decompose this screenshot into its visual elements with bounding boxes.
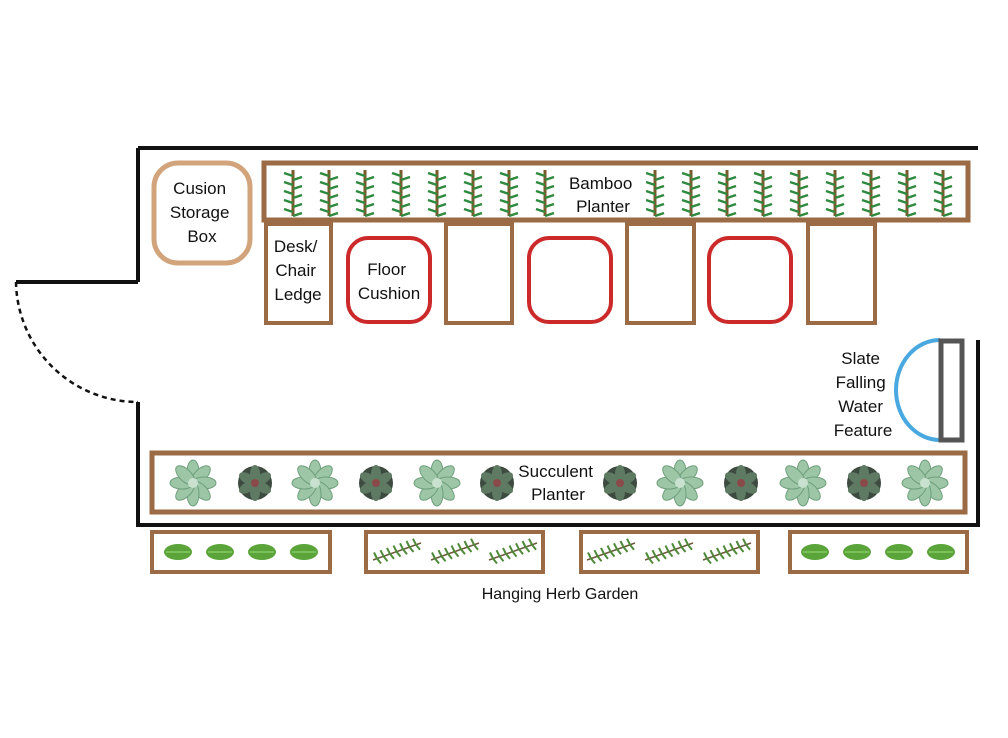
herb-plants [164, 538, 955, 565]
bamboo-icon [825, 170, 845, 218]
cushion-storage-label: Cusion Storage Box [170, 179, 234, 246]
basil-leaf-icon [206, 544, 234, 560]
rosemary-sprig-icon [430, 538, 480, 565]
succulent-icon [291, 459, 339, 507]
herb-box [150, 530, 332, 574]
bamboo-icon [933, 170, 953, 218]
succulent-planter-label: Succulent Planter [518, 462, 597, 504]
bamboo-icon [789, 170, 809, 218]
room-walls [136, 146, 980, 527]
succulent-icon [847, 465, 881, 501]
rosemary-sprig-icon [372, 538, 422, 565]
succulent-icon [359, 465, 393, 501]
floor-cushion [527, 236, 613, 324]
bamboo-icon [645, 170, 665, 218]
door-swing-arc [14, 281, 139, 404]
basil-leaf-icon [885, 544, 913, 560]
rosemary-sprig-icon [586, 538, 636, 565]
floor-cushions [346, 236, 793, 324]
floor-cushion [346, 236, 432, 324]
bamboo-icon [355, 170, 375, 218]
succulent-planter [149, 450, 968, 515]
bamboo-icon [499, 170, 519, 218]
bamboo-plants [283, 170, 953, 218]
bamboo-icon [427, 170, 447, 218]
bamboo-icon [897, 170, 917, 218]
succulent-icon [901, 459, 949, 507]
succulent-icon [779, 459, 827, 507]
succulent-icon [169, 459, 217, 507]
basil-leaf-icon [164, 544, 192, 560]
basil-leaf-icon [927, 544, 955, 560]
desk-ledge [806, 222, 877, 325]
bamboo-icon [861, 170, 881, 218]
bamboo-icon [753, 170, 773, 218]
herb-box [788, 530, 969, 574]
succulent-plants [169, 459, 949, 507]
bamboo-icon [535, 170, 555, 218]
bamboo-icon [463, 170, 483, 218]
basil-leaf-icon [248, 544, 276, 560]
bamboo-icon [283, 170, 303, 218]
water-basin [894, 338, 941, 442]
bamboo-icon [681, 170, 701, 218]
basil-leaf-icon [801, 544, 829, 560]
succulent-icon [724, 465, 758, 501]
cushion-storage-box [151, 160, 253, 266]
succulent-icon [480, 465, 514, 501]
bamboo-icon [319, 170, 339, 218]
desk-ledge-label: Desk/ Chair Ledge [274, 237, 322, 304]
floor-cushion-label: Floor Cushion [358, 260, 420, 303]
bamboo-icon [717, 170, 737, 218]
rosemary-sprig-icon [488, 538, 538, 565]
desk-ledge [625, 222, 696, 325]
basil-leaf-icon [843, 544, 871, 560]
bamboo-planter [261, 160, 971, 223]
succulent-icon [656, 459, 704, 507]
herb-boxes [150, 530, 969, 574]
herb-garden-label: Hanging Herb Garden [482, 586, 639, 603]
succulent-icon [603, 465, 637, 501]
slate-water-feature [894, 338, 965, 443]
entry-door [14, 280, 139, 404]
water-feature-label: Slate Falling Water Feature [834, 349, 893, 440]
desk-ledges [264, 222, 877, 325]
slate-panel [938, 338, 965, 443]
basil-leaf-icon [290, 544, 318, 560]
floor-cushion [707, 236, 793, 324]
succulent-icon [238, 465, 272, 501]
bamboo-label-bg [560, 170, 646, 216]
bamboo-icon [391, 170, 411, 218]
desk-ledge [444, 222, 514, 325]
desk-ledge [264, 222, 333, 325]
herb-box [364, 530, 545, 574]
bamboo-planter-label: Bamboo Planter [569, 174, 637, 216]
succulent-icon [413, 459, 461, 507]
rosemary-sprig-icon [702, 538, 752, 565]
rosemary-sprig-icon [644, 538, 694, 565]
herb-box [579, 530, 760, 574]
